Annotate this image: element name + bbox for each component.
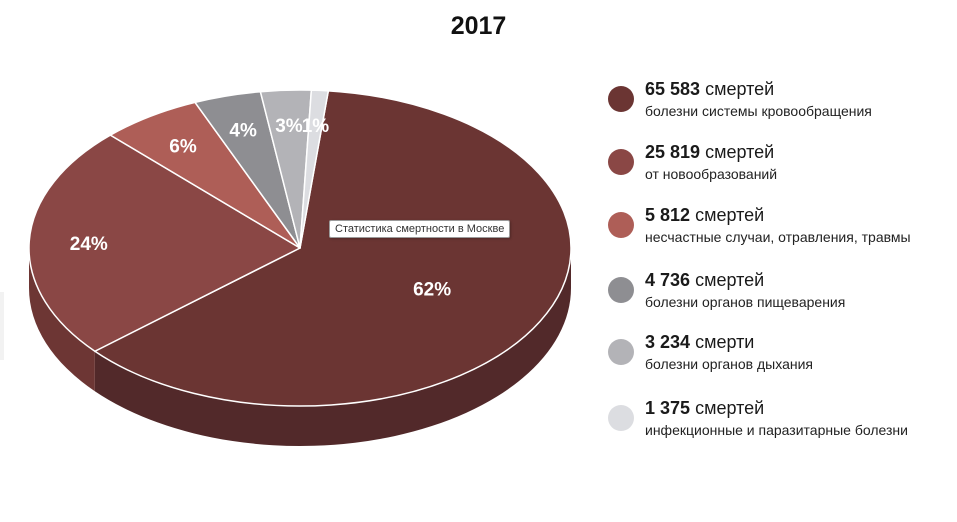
legend-count: 25 819 bbox=[645, 142, 701, 162]
legend-item-digestive: 4 736 смертей болезни органов пищеварени… bbox=[608, 269, 953, 321]
legend-count: 1 375 bbox=[645, 398, 691, 418]
legend-item-infectious: 1 375 смертей инфекционные и паразитарны… bbox=[608, 397, 953, 449]
legend-swatch bbox=[608, 86, 634, 112]
legend-swatch bbox=[608, 405, 634, 431]
legend-category: болезни органов дыхания bbox=[645, 356, 813, 372]
legend-swatch bbox=[608, 149, 634, 175]
legend-unit: смерти bbox=[695, 332, 755, 352]
slice-percent-label: 24% bbox=[70, 234, 108, 255]
slice-percent-label: 6% bbox=[169, 136, 197, 157]
legend-item-accidents: 5 812 смертей несчастные случаи, отравле… bbox=[608, 204, 953, 256]
left-edge-strip bbox=[0, 292, 4, 360]
legend-item-circulatory: 65 583 смертей болезни системы кровообра… bbox=[608, 78, 953, 130]
legend-swatch bbox=[608, 277, 634, 303]
legend-count: 5 812 bbox=[645, 205, 691, 225]
legend-count: 65 583 bbox=[645, 79, 701, 99]
legend-unit: смертей bbox=[695, 205, 765, 225]
legend: 65 583 смертей болезни системы кровообра… bbox=[608, 0, 953, 522]
chart-title: 2017 bbox=[450, 12, 507, 40]
pie-slice bbox=[299, 89, 330, 249]
legend-category: инфекционные и паразитарные болезни bbox=[645, 422, 908, 438]
legend-item-neoplasms: 25 819 смертей от новообразований bbox=[608, 141, 953, 193]
legend-count: 3 234 bbox=[645, 332, 691, 352]
legend-unit: смертей bbox=[695, 270, 765, 290]
legend-category: болезни системы кровообращения bbox=[645, 103, 872, 119]
legend-unit: смертей bbox=[705, 79, 775, 99]
pie-slice-side bbox=[94, 248, 571, 446]
legend-swatch bbox=[608, 339, 634, 365]
chart-tooltip: Статистика смертности в Москве bbox=[329, 220, 511, 238]
legend-category: болезни органов пищеварения bbox=[645, 294, 846, 310]
legend-swatch bbox=[608, 212, 634, 238]
slice-percent-label: 62% bbox=[413, 279, 451, 300]
legend-category: несчастные случаи, отравления, травмы bbox=[645, 229, 911, 245]
slice-percent-label: 3% bbox=[275, 116, 303, 137]
legend-item-respiratory: 3 234 смерти болезни органов дыхания bbox=[608, 331, 953, 383]
legend-category: от новообразований bbox=[645, 166, 778, 182]
slice-percent-label: 1% bbox=[302, 116, 330, 137]
pie-slice-side bbox=[29, 248, 95, 392]
legend-unit: смертей bbox=[705, 142, 775, 162]
pie-slice bbox=[94, 90, 572, 407]
pie-slice bbox=[28, 134, 301, 352]
legend-unit: смертей bbox=[695, 398, 765, 418]
legend-count: 4 736 bbox=[645, 270, 691, 290]
slice-percent-label: 4% bbox=[229, 120, 257, 141]
